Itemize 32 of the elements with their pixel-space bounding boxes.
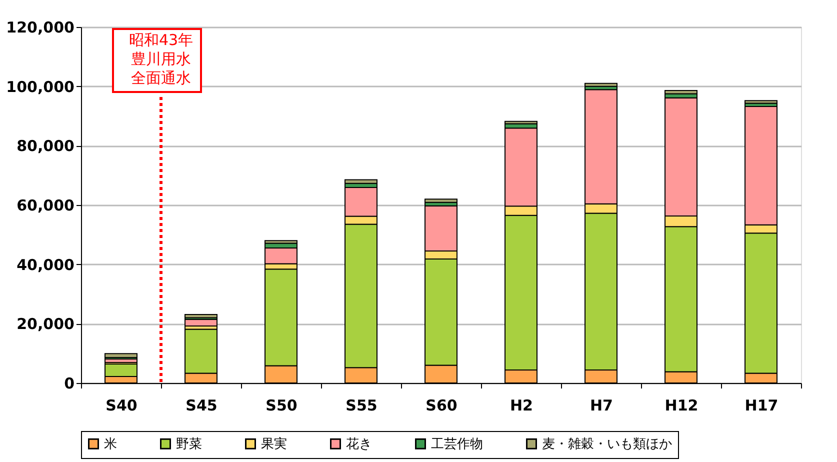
legend-label: 花き <box>346 436 372 452</box>
y-tick-label: 80,000 <box>16 137 74 156</box>
x-tick-label: S60 <box>426 396 458 414</box>
bar <box>744 100 778 104</box>
x-tick-label: H7 <box>590 396 613 414</box>
y-tick-label: 40,000 <box>16 256 74 274</box>
x-tick-label: S50 <box>266 396 298 414</box>
annotation: 全面通水 <box>131 69 191 87</box>
x-tick-label: H17 <box>744 396 778 414</box>
y-tick-label: 20,000 <box>16 315 74 334</box>
annotation: 昭和43年 <box>128 31 194 49</box>
bar <box>424 198 458 203</box>
x-tick-label: S45 <box>186 396 218 414</box>
bar <box>184 314 218 318</box>
y-tick-label: 60,000 <box>16 196 74 214</box>
x-tick-label: H2 <box>510 396 533 414</box>
legend-label: 野菜 <box>176 436 202 452</box>
legend-label: 麦・雑穀・いも類ほか <box>542 436 672 452</box>
bar <box>664 90 698 94</box>
legend-label: 工芸作物 <box>431 436 483 452</box>
bar <box>344 179 378 184</box>
x-tick-label: S40 <box>106 396 138 414</box>
annotation: 豊川用水 <box>131 50 191 68</box>
y-tick-label: 100,000 <box>6 78 74 96</box>
bar <box>584 82 618 87</box>
bar <box>504 120 538 124</box>
x-tick-label: H12 <box>664 396 698 414</box>
x-tick-label: S55 <box>346 396 378 414</box>
legend-label: 果実 <box>261 436 287 452</box>
y-tick-label: 0 <box>64 374 74 392</box>
legend-label: 米 <box>104 436 117 452</box>
y-tick-label: 120,000 <box>6 18 74 36</box>
